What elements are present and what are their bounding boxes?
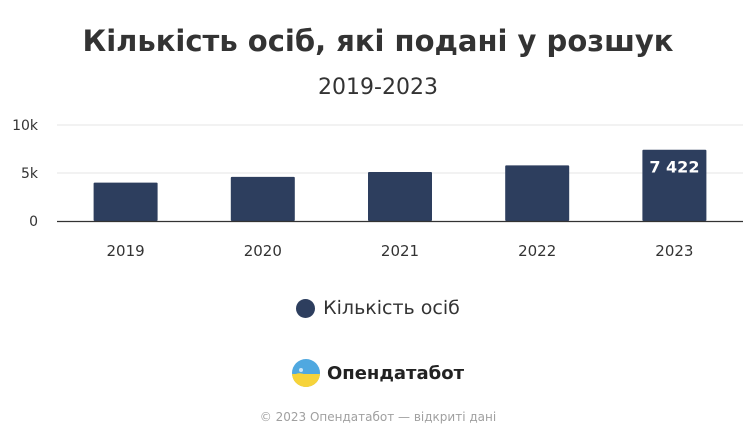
data-label: 7 422 [649,158,699,177]
chart-title: Кількість осіб, які подані у розшук [82,24,674,58]
brand: Опендатабот [0,359,756,387]
y-tick-label: 0 [29,214,38,230]
legend-label: Кількість осіб [323,297,460,319]
bar [93,182,158,221]
x-tick-label: 2021 [381,242,419,260]
x-tick-label: 2019 [107,242,145,260]
bar-chart: 0 5k 10k 2019 2020 2021 2022 2023 7 422 [12,118,743,260]
y-tick-label: 5k [21,166,39,182]
legend-swatch [296,298,316,318]
x-tick-label: 2020 [244,242,282,260]
bar [368,172,432,221]
y-tick-label: 10k [12,118,39,134]
x-tick-label: 2022 [518,242,556,260]
legend[interactable]: Кількість осіб [0,297,756,319]
chart-subtitle: 2019-2023 [318,75,438,100]
x-tick-label: 2023 [655,242,693,260]
bar [642,149,707,221]
bar [505,165,570,221]
footer-copyright: © 2023 Опендатабот — відкриті дані [259,410,497,424]
bar [230,176,295,221]
opendatabot-logo-icon [291,359,320,387]
brand-name: Опендатабот [326,362,464,384]
